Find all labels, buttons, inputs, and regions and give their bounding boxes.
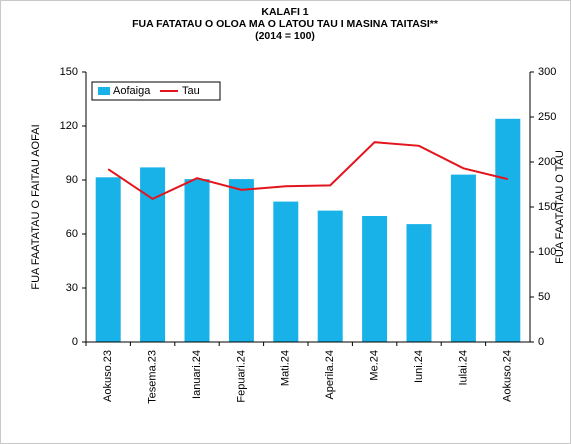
y-tick-label: 150 xyxy=(60,66,78,78)
legend-box xyxy=(91,81,221,101)
y-tick-label: 30 xyxy=(66,282,78,294)
y2-tick-label: 250 xyxy=(538,111,556,123)
chart-subtitle: FUA FATATAU O OLOA MA O LATOU TAU I MASI… xyxy=(132,18,439,30)
legend-label: Tau xyxy=(182,85,200,97)
y2-tick-label: 50 xyxy=(538,291,550,303)
y-tick-label: 60 xyxy=(66,228,78,240)
x-tick-label: Aokuso.23 xyxy=(102,350,114,402)
y-tick-label: 90 xyxy=(66,174,78,186)
bar xyxy=(450,174,476,342)
x-tick-label: Iuni.24 xyxy=(413,350,425,383)
x-tick-label: Aperila.24 xyxy=(324,350,336,400)
x-tick-label: Ianuari.24 xyxy=(191,350,203,399)
bar xyxy=(406,224,432,342)
y2-tick-label: 300 xyxy=(538,66,556,78)
bar xyxy=(140,167,166,342)
legend-swatch xyxy=(98,87,110,95)
x-tick-label: Iulai.24 xyxy=(457,350,469,385)
x-tick-label: Me.24 xyxy=(369,350,381,381)
y-axis-label: FUA FAATATAU O FAITAU AOFAI xyxy=(30,124,42,289)
x-tick-label: Tesema.23 xyxy=(147,350,159,404)
y2-tick-label: 200 xyxy=(538,156,556,168)
y2-tick-label: 150 xyxy=(538,201,556,213)
line xyxy=(107,141,509,201)
bar xyxy=(95,177,121,342)
x-tick-label: Fepuari.24 xyxy=(235,350,247,403)
y-tick-label: 120 xyxy=(60,120,78,132)
bar xyxy=(273,201,299,342)
bar xyxy=(495,118,521,342)
y-tick-label: 0 xyxy=(72,336,78,348)
bar xyxy=(317,210,343,342)
legend-label: Aofaiga xyxy=(113,85,151,97)
chart-title: KALAFI 1 xyxy=(261,6,308,18)
bar xyxy=(184,179,210,342)
bar xyxy=(228,179,254,342)
chart-note: (2014 = 100) xyxy=(255,30,315,42)
y2-axis-label: FUA FAATATAU O TAU xyxy=(554,150,566,264)
x-tick-label: Aokuso.24 xyxy=(502,350,514,402)
x-tick-label: Mati.24 xyxy=(280,350,292,386)
y2-tick-label: 100 xyxy=(538,246,556,258)
y2-tick-label: 0 xyxy=(538,336,544,348)
bar xyxy=(362,216,388,342)
